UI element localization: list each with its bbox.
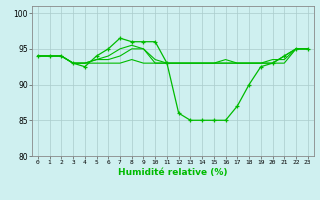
X-axis label: Humidité relative (%): Humidité relative (%) [118, 168, 228, 177]
